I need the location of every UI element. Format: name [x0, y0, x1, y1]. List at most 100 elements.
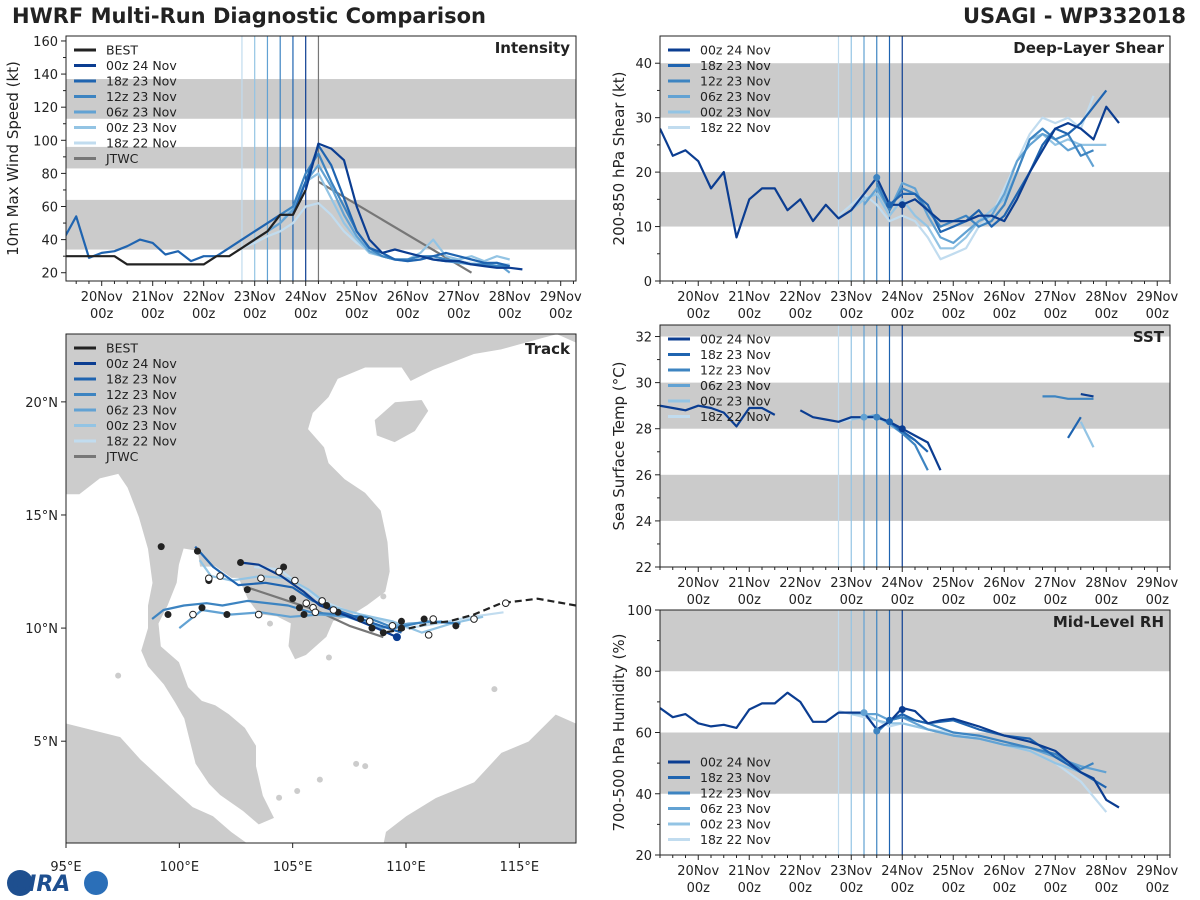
track-point-00z [164, 611, 172, 619]
rh-ylabel: 700-500 hPa Humidity (%) [610, 633, 628, 831]
intensity-legend-label: 06z 23 Nov [106, 105, 177, 120]
track-point-00z [289, 595, 297, 603]
intensity-legend-label: 18z 22 Nov [106, 136, 177, 151]
sst-init-marker [860, 413, 868, 421]
rh-xtick-day: 24Nov [881, 864, 923, 879]
shear-xtick-hour: 00z [738, 307, 762, 322]
figure-title: HWRF Multi-Run Diagnostic Comparison [12, 4, 487, 28]
track-legend-label: 00z 23 Nov [106, 418, 177, 433]
sst-xtick-hour: 00z [687, 593, 711, 608]
rh-legend-label: 18z 22 Nov [700, 832, 771, 847]
intensity-ytick-label: 40 [41, 234, 58, 249]
track-point-00z [193, 547, 201, 555]
rh-xtick-hour: 00z [1044, 881, 1068, 896]
rh-xtick-hour: 00z [1146, 881, 1170, 896]
sst-ytick-label: 32 [635, 331, 652, 346]
track-island [276, 794, 283, 801]
intensity-xtick-day: 28Nov [489, 290, 531, 305]
track-island [316, 776, 323, 783]
intensity-frame [65, 35, 577, 282]
intensity-xtick-day: 26Nov [387, 290, 429, 305]
rh-series-line [889, 713, 1107, 789]
sst-legend-label: 12z 23 Nov [700, 363, 771, 378]
shear-xtick-day: 23Nov [830, 290, 872, 305]
rh-series-line [876, 716, 1094, 771]
track-point-12z [302, 599, 311, 608]
rh-band [660, 610, 1170, 672]
logo-seal-icon [84, 871, 108, 895]
intensity-series-line [66, 189, 307, 266]
rh-xtick-hour: 00z [738, 881, 762, 896]
rh-init-marker [886, 716, 893, 724]
shear-xtick-hour: 00z [1044, 307, 1068, 322]
sst-xtick-hour: 00z [942, 593, 966, 608]
sst-xtick-hour: 00z [738, 593, 762, 608]
shear-ytick-label: 0 [644, 275, 652, 290]
rh-xtick-day: 29Nov [1136, 864, 1178, 879]
track-ytick-label: 5°N [34, 735, 59, 750]
track-point-12z [275, 567, 283, 576]
rh-xtick-hour: 00z [687, 881, 711, 896]
shear-xtick-hour: 00z [1146, 307, 1170, 322]
logo-globe-icon [7, 870, 33, 896]
track-land-borneo [382, 713, 576, 843]
track-island [362, 763, 369, 770]
intensity-legend-label: 00z 23 Nov [106, 120, 177, 135]
intensity-xtick-day: 22Nov [183, 290, 225, 305]
sst-series-line [1079, 421, 1095, 448]
track-island [121, 801, 128, 808]
rh-legend-label: 12z 23 Nov [700, 786, 771, 801]
rh-series-line [660, 691, 1120, 809]
track-point-00z [280, 563, 288, 571]
intensity-title: Intensity [495, 39, 571, 57]
track-island [380, 593, 387, 600]
track-xtick-label: 105°E [273, 860, 313, 875]
intensity-ytick-label: 20 [41, 267, 58, 282]
shear-xtick-hour: 00z [891, 307, 915, 322]
shear-series-line [888, 89, 1108, 234]
intensity-legend-label: BEST [106, 43, 138, 58]
track-island [267, 620, 273, 627]
sst-xtick-hour: 00z [993, 593, 1017, 608]
track-point-12z [205, 574, 213, 583]
track-land-hainan [373, 399, 430, 444]
track-frame [65, 333, 577, 844]
sst-series-line [1067, 416, 1082, 439]
track-land-sumatra [66, 722, 248, 843]
track-legend-label: 18z 23 Nov [106, 372, 177, 387]
track-xtick-label: 110°E [386, 860, 426, 875]
sst-xtick-day: 22Nov [779, 576, 821, 591]
sst-series-line [1042, 395, 1094, 400]
rh-xtick-day: 28Nov [1085, 864, 1127, 879]
intensity-ytick-label: 140 [33, 68, 58, 83]
sst-xtick-day: 26Nov [983, 576, 1025, 591]
track-point-12z [470, 615, 478, 623]
track-ytick-label: 10°N [25, 622, 58, 637]
sst-xtick-day: 20Nov [677, 576, 719, 591]
rh-xtick-hour: 00z [993, 881, 1017, 896]
shear-xtick-day: 20Nov [677, 290, 719, 305]
rh-xtick-day: 20Nov [677, 864, 719, 879]
intensity-xtick-day: 24Nov [285, 290, 327, 305]
sst-series-line [660, 404, 942, 471]
shear-legend-label: 18z 22 Nov [700, 120, 771, 135]
intensity-xtick-hour: 00z [141, 307, 165, 322]
sst-legend-label: 00z 23 Nov [700, 394, 771, 409]
shear-xtick-hour: 00z [1095, 307, 1119, 322]
shear-ytick-label: 30 [635, 112, 652, 127]
rh-xtick-day: 23Nov [830, 864, 872, 879]
track-point-00z [295, 604, 303, 612]
sst-legend-label: 18z 22 Nov [700, 409, 771, 424]
sst-xtick-hour: 00z [789, 593, 813, 608]
rh-xtick-hour: 00z [1095, 881, 1119, 896]
track-series-line [198, 559, 484, 634]
shear-init-marker [898, 201, 906, 209]
shear-ytick-label: 10 [635, 221, 652, 236]
sst-xtick-hour: 00z [840, 593, 864, 608]
shear-ytick-label: 20 [635, 166, 652, 181]
shear-xtick-day: 26Nov [983, 290, 1025, 305]
rh-legend-label: 00z 24 Nov [700, 755, 771, 770]
rh-xtick-hour: 00z [891, 881, 915, 896]
shear-xtick-day: 24Nov [881, 290, 923, 305]
